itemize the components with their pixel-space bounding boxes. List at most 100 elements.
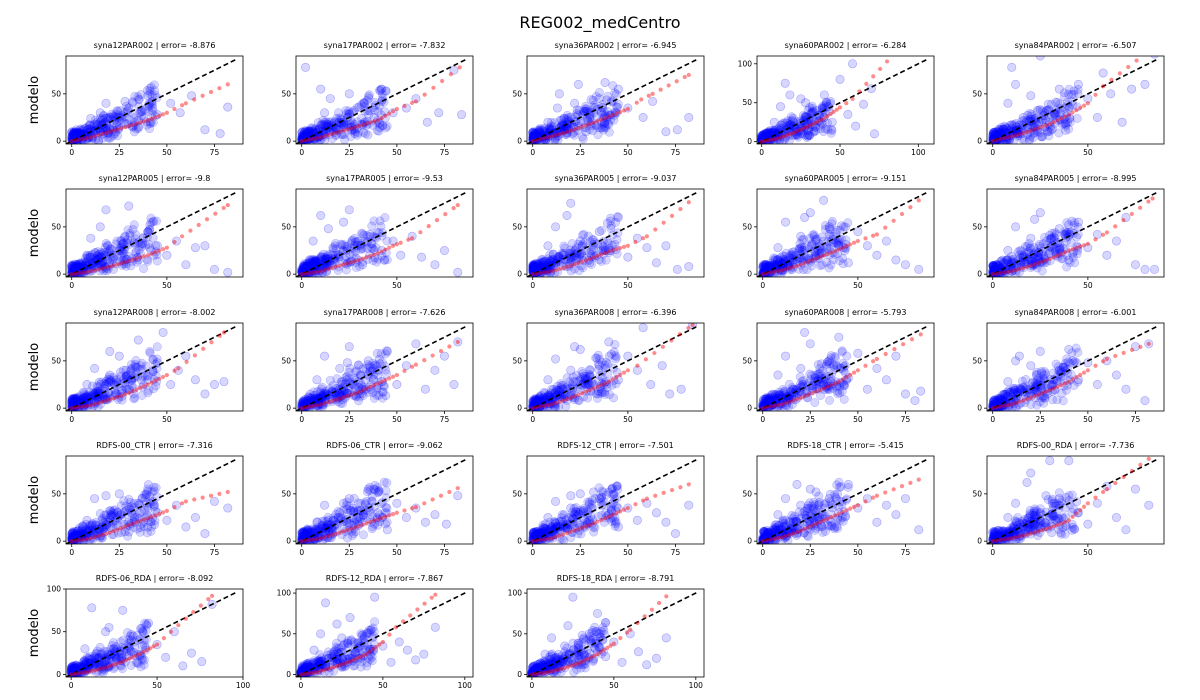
cloud-point: [101, 125, 111, 135]
scatter-point: [835, 74, 845, 84]
cloud-point: [1023, 123, 1033, 133]
fit-point: [192, 353, 198, 358]
scatter-point: [1035, 346, 1045, 356]
fit-point: [614, 111, 619, 116]
fit-point: [88, 135, 93, 140]
fit-point: [779, 268, 784, 273]
fit-point: [614, 247, 619, 252]
cloud-point: [810, 126, 820, 136]
cloud-point: [773, 134, 783, 144]
fit-point: [568, 263, 573, 268]
scatter-point: [796, 94, 806, 104]
y-tick-label: 50: [512, 356, 522, 365]
cloud-point: [130, 127, 139, 137]
cloud-point: [807, 122, 817, 132]
cloud-point: [359, 118, 369, 128]
scatter-point: [453, 267, 463, 277]
scatter-point: [613, 84, 623, 94]
cloud-point: [1064, 84, 1074, 94]
cloud-point: [103, 133, 113, 143]
cloud-point: [535, 127, 545, 137]
cloud-point: [548, 249, 558, 259]
cloud-point: [1053, 97, 1062, 107]
cloud-point: [760, 129, 770, 139]
cloud-point: [297, 131, 307, 141]
fit-point: [430, 353, 435, 358]
fit-point: [874, 232, 880, 237]
fit-point: [990, 139, 995, 144]
fit-point: [686, 72, 691, 78]
cloud-point: [71, 128, 81, 138]
cloud-point: [126, 261, 136, 271]
x-tick-label: 25: [806, 415, 816, 424]
cloud-point: [995, 127, 1005, 137]
cloud-point: [602, 218, 612, 228]
cloud-point: [69, 134, 79, 144]
scatter-point: [648, 96, 658, 106]
cloud-point: [69, 262, 79, 272]
cloud-point: [597, 107, 607, 117]
fit-point: [572, 262, 577, 267]
y-tick-label: 0: [517, 270, 522, 279]
fit-point: [1028, 128, 1033, 133]
cloud-point: [82, 133, 92, 143]
fit-point: [1005, 269, 1011, 274]
cloud-point: [106, 132, 116, 142]
fit-point: [443, 212, 448, 217]
cloud-point: [332, 113, 342, 123]
cloud-point: [76, 129, 86, 139]
fit-point: [576, 392, 581, 397]
fit-point: [371, 252, 377, 257]
cloud-point: [583, 393, 593, 403]
scatter-point: [1092, 229, 1102, 239]
cloud-point: [596, 123, 606, 133]
cloud-point: [769, 129, 779, 138]
y-tick-label: 50: [512, 89, 522, 98]
cloud-point: [334, 125, 344, 135]
cloud-point: [121, 261, 131, 271]
cloud-point: [305, 127, 315, 136]
fit-point: [1036, 392, 1041, 397]
cloud-point: [571, 112, 581, 122]
y-tick-label: 0: [56, 270, 61, 279]
cloud-point: [776, 120, 786, 130]
cloud-point: [78, 265, 88, 275]
cloud-point: [86, 132, 96, 142]
panel-title: syna17PAR002 | error= -7.832: [324, 41, 446, 50]
fit-point: [803, 125, 808, 130]
cloud-point: [108, 264, 118, 274]
cloud-point: [1034, 106, 1044, 115]
cloud-point: [1045, 127, 1055, 136]
scatter-point: [1054, 84, 1064, 94]
cloud-point: [530, 128, 540, 138]
cloud-point: [376, 110, 386, 120]
scatter-point: [562, 210, 572, 220]
cloud-point: [375, 118, 385, 128]
cloud-point: [125, 228, 135, 238]
fit-point: [1017, 132, 1022, 137]
cloud-point: [783, 129, 793, 139]
cloud-point: [812, 234, 822, 244]
cloud-point: [123, 119, 133, 129]
fit-point: [88, 403, 93, 408]
cloud-point: [1009, 136, 1018, 144]
cloud-point: [796, 126, 806, 136]
cloud-point: [97, 115, 107, 125]
cloud-point: [105, 133, 115, 143]
cloud-point: [104, 129, 113, 139]
cloud-point: [782, 118, 792, 128]
cloud-point: [352, 124, 362, 133]
fit-point: [1126, 64, 1131, 70]
fit-point: [819, 117, 824, 122]
fit-point: [618, 245, 623, 251]
fit-point: [686, 325, 691, 331]
fit-point: [794, 263, 800, 268]
fit-point: [92, 268, 97, 273]
fit-point: [398, 240, 403, 245]
fit-point: [213, 211, 218, 216]
fit-point: [204, 217, 210, 222]
cloud-point: [564, 125, 573, 135]
cloud-point: [298, 127, 308, 136]
x-tick-label: 0: [530, 281, 535, 290]
